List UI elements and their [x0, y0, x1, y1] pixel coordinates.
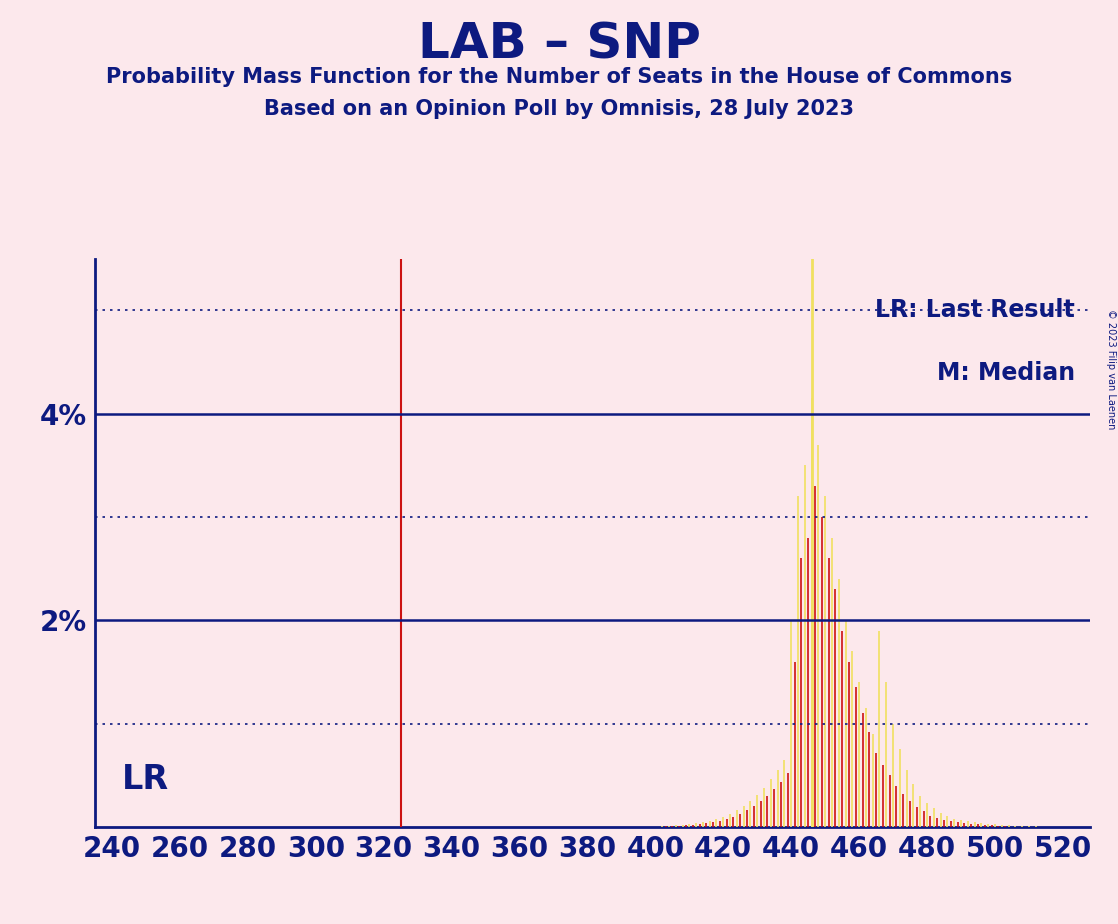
Text: LR: LR: [122, 763, 169, 796]
Text: LAB – SNP: LAB – SNP: [417, 20, 701, 68]
Text: M: Median: M: Median: [937, 361, 1076, 385]
Text: Probability Mass Function for the Number of Seats in the House of Commons: Probability Mass Function for the Number…: [106, 67, 1012, 87]
Text: LR: Last Result: LR: Last Result: [875, 298, 1076, 322]
Text: © 2023 Filip van Laenen: © 2023 Filip van Laenen: [1106, 310, 1116, 430]
Text: Based on an Opinion Poll by Omnisis, 28 July 2023: Based on an Opinion Poll by Omnisis, 28 …: [264, 99, 854, 119]
